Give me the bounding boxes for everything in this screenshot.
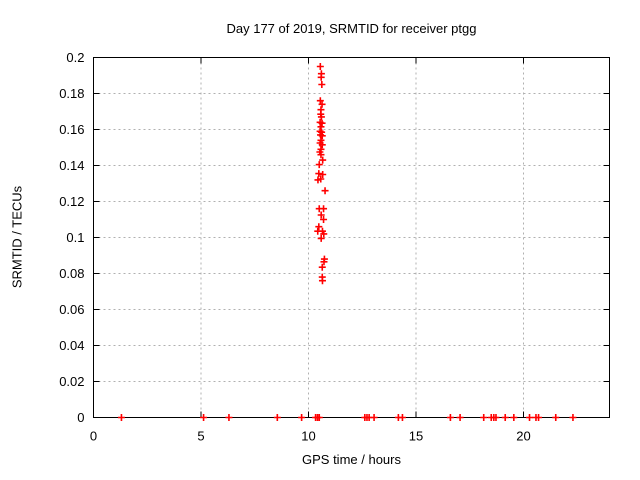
data-point-marker [569, 414, 577, 421]
data-point-marker [317, 175, 325, 183]
data-point-marker [552, 414, 560, 421]
data-point-marker [320, 230, 328, 238]
y-tick-label: 0.02 [59, 374, 84, 389]
y-tick-label: 0.14 [59, 158, 84, 173]
data-point-marker [321, 187, 329, 195]
y-tick-label: 0.06 [59, 302, 84, 317]
data-point-marker [225, 414, 233, 421]
y-tick-label: 0 [77, 410, 84, 425]
data-point-marker [316, 97, 324, 105]
data-point-marker [492, 414, 500, 421]
data-point-marker [298, 414, 306, 421]
plot-frame [93, 57, 610, 418]
chart-title: Day 177 of 2019, SRMTID for receiver ptg… [226, 21, 477, 36]
x-tick-label: 5 [197, 429, 204, 444]
data-point-marker [318, 263, 326, 271]
y-tick-label: 0.12 [59, 194, 84, 209]
data-point-marker [501, 414, 509, 421]
data-point-marker [316, 63, 324, 70]
y-tick-label: 0.16 [59, 122, 84, 137]
y-axis-label: SRMTID / TECUs [9, 185, 25, 289]
data-point-marker [317, 113, 325, 121]
data-point-marker [317, 211, 325, 219]
data-point-marker [370, 414, 378, 421]
data-point-marker [318, 132, 326, 140]
x-tick-label: 15 [409, 429, 423, 444]
data-point-marker [535, 414, 543, 421]
data-point-marker [480, 414, 488, 421]
data-point-marker [200, 414, 208, 421]
data-point-marker [315, 223, 323, 231]
data-point-marker [315, 161, 323, 169]
data-point-marker [398, 414, 406, 421]
x-tick-label: 20 [516, 429, 530, 444]
data-point-marker [320, 205, 328, 213]
data-point-marker [510, 414, 518, 421]
data-point-marker [317, 151, 325, 159]
data-point-marker [319, 156, 327, 164]
data-point-marker [318, 277, 326, 285]
data-point-marker [319, 171, 327, 178]
y-tick-label: 0.1 [66, 230, 84, 245]
x-axis-label: GPS time / hours [302, 452, 401, 467]
data-point-marker [320, 216, 328, 223]
data-point-marker [456, 414, 464, 421]
data-point-marker [446, 414, 454, 421]
data-point-marker [317, 73, 325, 81]
data-point-marker [318, 119, 326, 127]
y-tick-label: 0.2 [66, 50, 84, 65]
data-point-marker [320, 258, 328, 266]
data-point-marker [315, 170, 323, 178]
data-point-marker [318, 81, 326, 88]
data-point-marker [318, 100, 326, 108]
y-tick-label: 0.04 [59, 338, 84, 353]
x-tick-label: 0 [90, 429, 97, 444]
data-point-marker [317, 234, 325, 242]
y-tick-label: 0.18 [59, 86, 84, 101]
data-point-marker [117, 414, 125, 421]
x-tick-label: 10 [301, 429, 315, 444]
data-point-marker [273, 414, 281, 421]
data-point-marker [526, 414, 534, 421]
data-point-marker [318, 141, 326, 149]
data-point-marker [315, 414, 323, 421]
y-tick-label: 0.08 [59, 266, 84, 281]
